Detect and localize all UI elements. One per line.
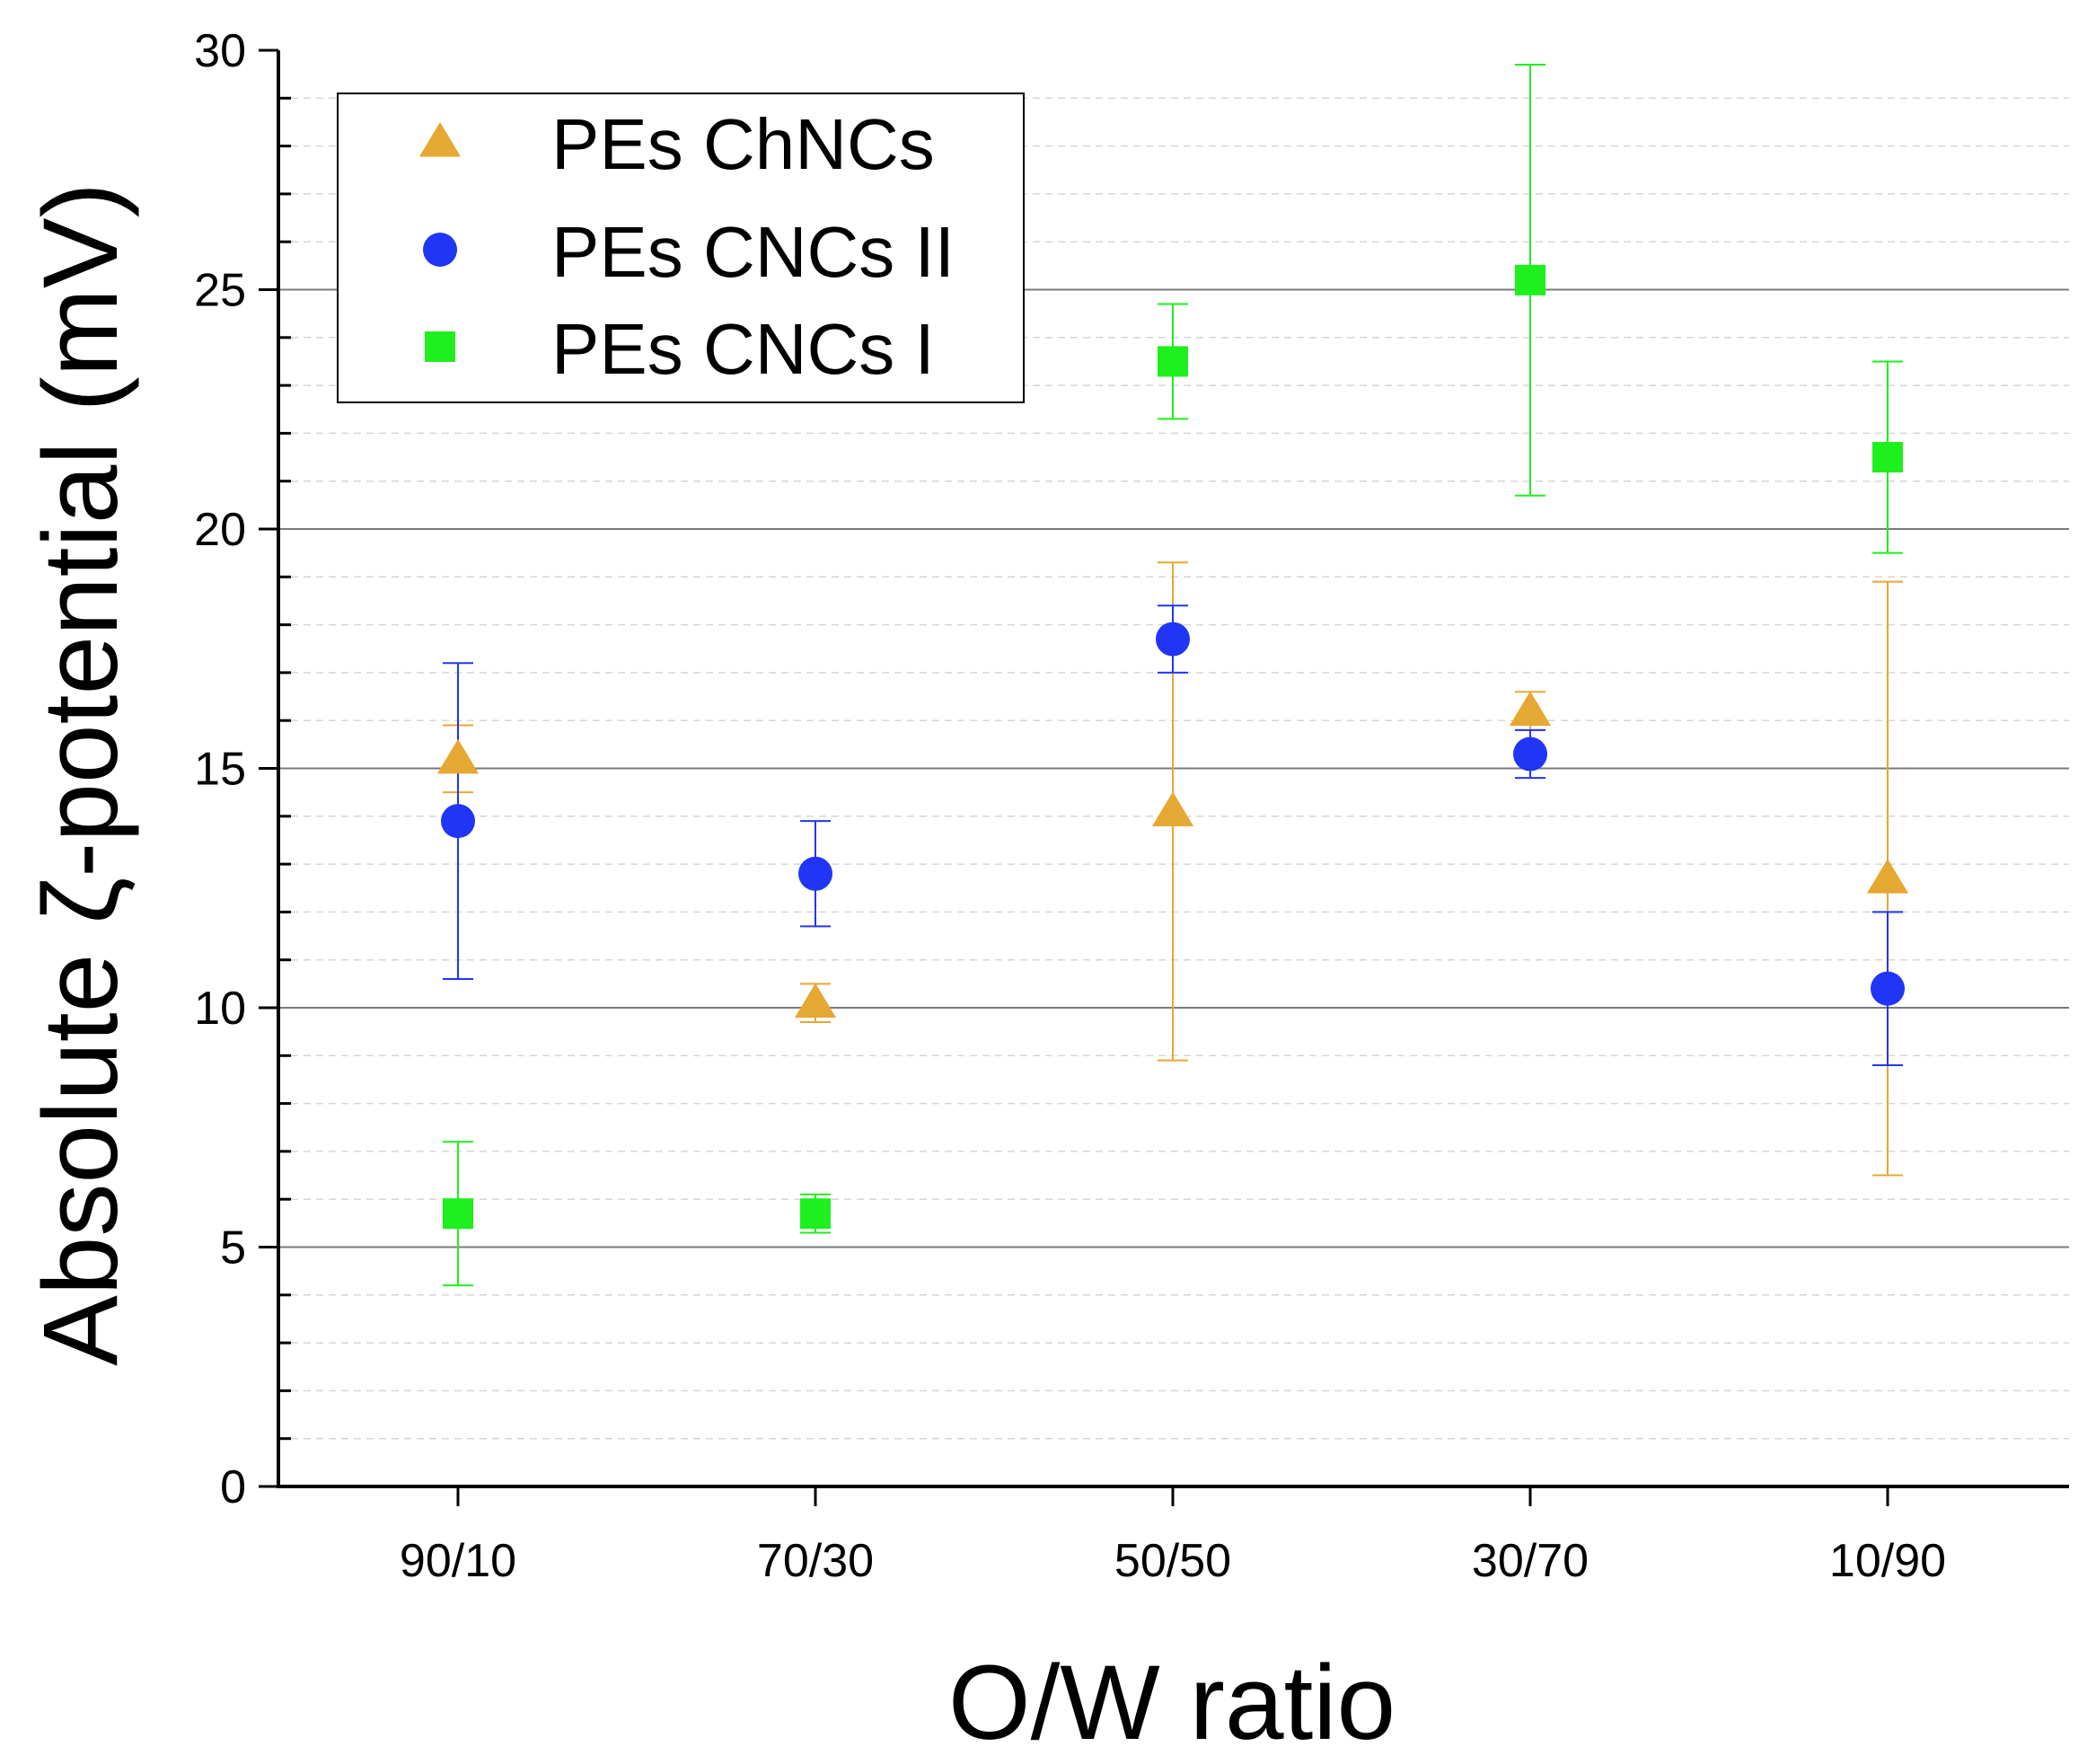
point-pes-cncs-i: [443, 1198, 473, 1230]
y-axis-title: Absolute ζ-potential (mV): [22, 182, 140, 1366]
point-pes-cncs-ii: [1871, 971, 1905, 1006]
x-axis-title: O/W ratio: [948, 1644, 1396, 1762]
marker-layer: [436, 264, 1909, 1230]
point-pes-cncs-ii: [441, 804, 475, 839]
point-pes-chncs: [1151, 791, 1194, 826]
legend-label-pes-chncs: PEs ChNCs: [551, 104, 935, 184]
point-pes-chncs: [1509, 691, 1552, 727]
x-tick-label: 70/30: [757, 1535, 874, 1587]
point-pes-cncs-ii: [798, 856, 832, 891]
point-pes-chncs: [436, 738, 480, 774]
x-tick-label: 30/70: [1472, 1535, 1589, 1587]
point-pes-cncs-i: [1158, 346, 1188, 377]
axis-layer: 0 5 10 15 20 25 30 90/10 70/30 50/50 30/70 10/90: [194, 25, 2069, 1587]
legend-marker-pes-cncs-ii: [423, 233, 457, 267]
x-tick-label: 90/10: [400, 1535, 516, 1587]
legend-label-pes-cncs-i: PEs CNCs I: [551, 309, 935, 389]
point-pes-cncs-ii: [1513, 736, 1547, 772]
y-tick-label: 15: [194, 744, 246, 796]
x-tick-label: 10/90: [1829, 1535, 1946, 1587]
y-tick-label: 10: [194, 983, 246, 1035]
legend-marker-pes-chncs: [418, 122, 462, 157]
point-pes-cncs-i: [1515, 264, 1545, 295]
y-tick-label: 5: [220, 1222, 246, 1274]
point-pes-chncs: [1866, 859, 1909, 894]
legend: PEs ChNCs PEs CNCs II PEs CNCs I: [337, 93, 1025, 403]
x-tick-label: 50/50: [1114, 1535, 1231, 1587]
y-tick-label: 20: [194, 504, 246, 556]
legend-marker-pes-cncs-i: [425, 331, 455, 362]
point-pes-cncs-i: [800, 1198, 831, 1230]
y-tick-label: 30: [194, 25, 246, 77]
legend-label-pes-cncs-ii: PEs CNCs II: [551, 212, 955, 292]
point-pes-cncs-ii: [1156, 622, 1190, 657]
point-pes-chncs: [794, 983, 837, 1019]
y-tick-label: 0: [220, 1461, 246, 1513]
y-tick-label: 25: [194, 265, 246, 317]
point-pes-cncs-i: [1872, 442, 1903, 473]
